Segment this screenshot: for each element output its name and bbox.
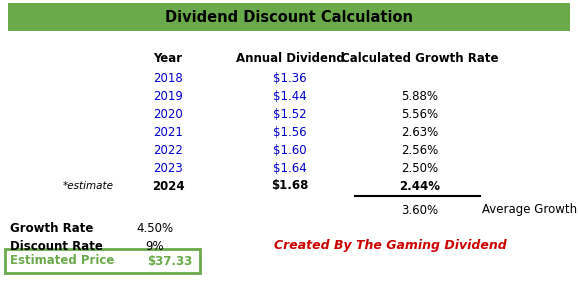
Text: 2024: 2024: [151, 180, 184, 193]
Text: 2022: 2022: [153, 144, 183, 157]
Text: Calculated Growth Rate: Calculated Growth Rate: [341, 52, 499, 65]
Text: $1.36: $1.36: [273, 72, 307, 85]
Text: 9%: 9%: [146, 239, 164, 252]
Text: 2.50%: 2.50%: [402, 162, 439, 175]
FancyBboxPatch shape: [8, 3, 570, 31]
Text: Growth Rate: Growth Rate: [10, 221, 94, 235]
Text: Dividend Discount Calculation: Dividend Discount Calculation: [165, 10, 413, 25]
Text: 4.50%: 4.50%: [136, 221, 173, 235]
Text: 2023: 2023: [153, 162, 183, 175]
Text: 5.56%: 5.56%: [402, 107, 439, 120]
Text: $1.44: $1.44: [273, 89, 307, 102]
Text: 2021: 2021: [153, 125, 183, 138]
Text: Average Growth: Average Growth: [483, 204, 577, 217]
FancyBboxPatch shape: [5, 249, 200, 273]
Text: 2020: 2020: [153, 107, 183, 120]
Text: 5.88%: 5.88%: [402, 89, 439, 102]
Text: Created By The Gaming Dividend: Created By The Gaming Dividend: [273, 239, 506, 252]
Text: $1.68: $1.68: [271, 180, 309, 193]
Text: *estimate: *estimate: [62, 181, 113, 191]
Text: 2.56%: 2.56%: [401, 144, 439, 157]
Text: Annual Dividend: Annual Dividend: [236, 52, 344, 65]
Text: $37.33: $37.33: [147, 254, 192, 268]
Text: 2.44%: 2.44%: [399, 180, 440, 193]
Text: 2019: 2019: [153, 89, 183, 102]
Text: 2018: 2018: [153, 72, 183, 85]
Text: $1.56: $1.56: [273, 125, 307, 138]
Text: $1.64: $1.64: [273, 162, 307, 175]
Text: $1.60: $1.60: [273, 144, 307, 157]
Text: Estimated Price: Estimated Price: [10, 254, 114, 268]
Text: $1.52: $1.52: [273, 107, 307, 120]
Text: 2.63%: 2.63%: [401, 125, 439, 138]
Text: Discount Rate: Discount Rate: [10, 239, 103, 252]
Text: 3.60%: 3.60%: [402, 204, 439, 217]
Text: Year: Year: [153, 52, 183, 65]
